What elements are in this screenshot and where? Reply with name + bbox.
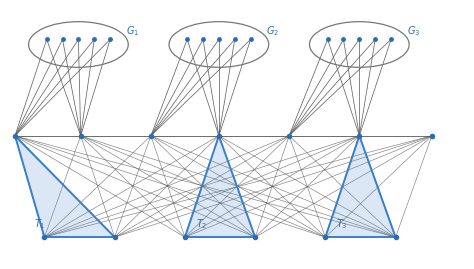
Text: $G_3$: $G_3$ (407, 24, 420, 38)
Polygon shape (185, 136, 255, 237)
Text: $T_{3}$: $T_{3}$ (336, 217, 348, 231)
Text: $G_2$: $G_2$ (266, 24, 280, 38)
Text: $G_1$: $G_1$ (126, 24, 139, 38)
Text: $T_{1}$: $T_{1}$ (34, 217, 46, 231)
Polygon shape (15, 136, 115, 237)
Text: $T_{2}$: $T_{2}$ (196, 217, 207, 231)
Polygon shape (325, 136, 396, 237)
